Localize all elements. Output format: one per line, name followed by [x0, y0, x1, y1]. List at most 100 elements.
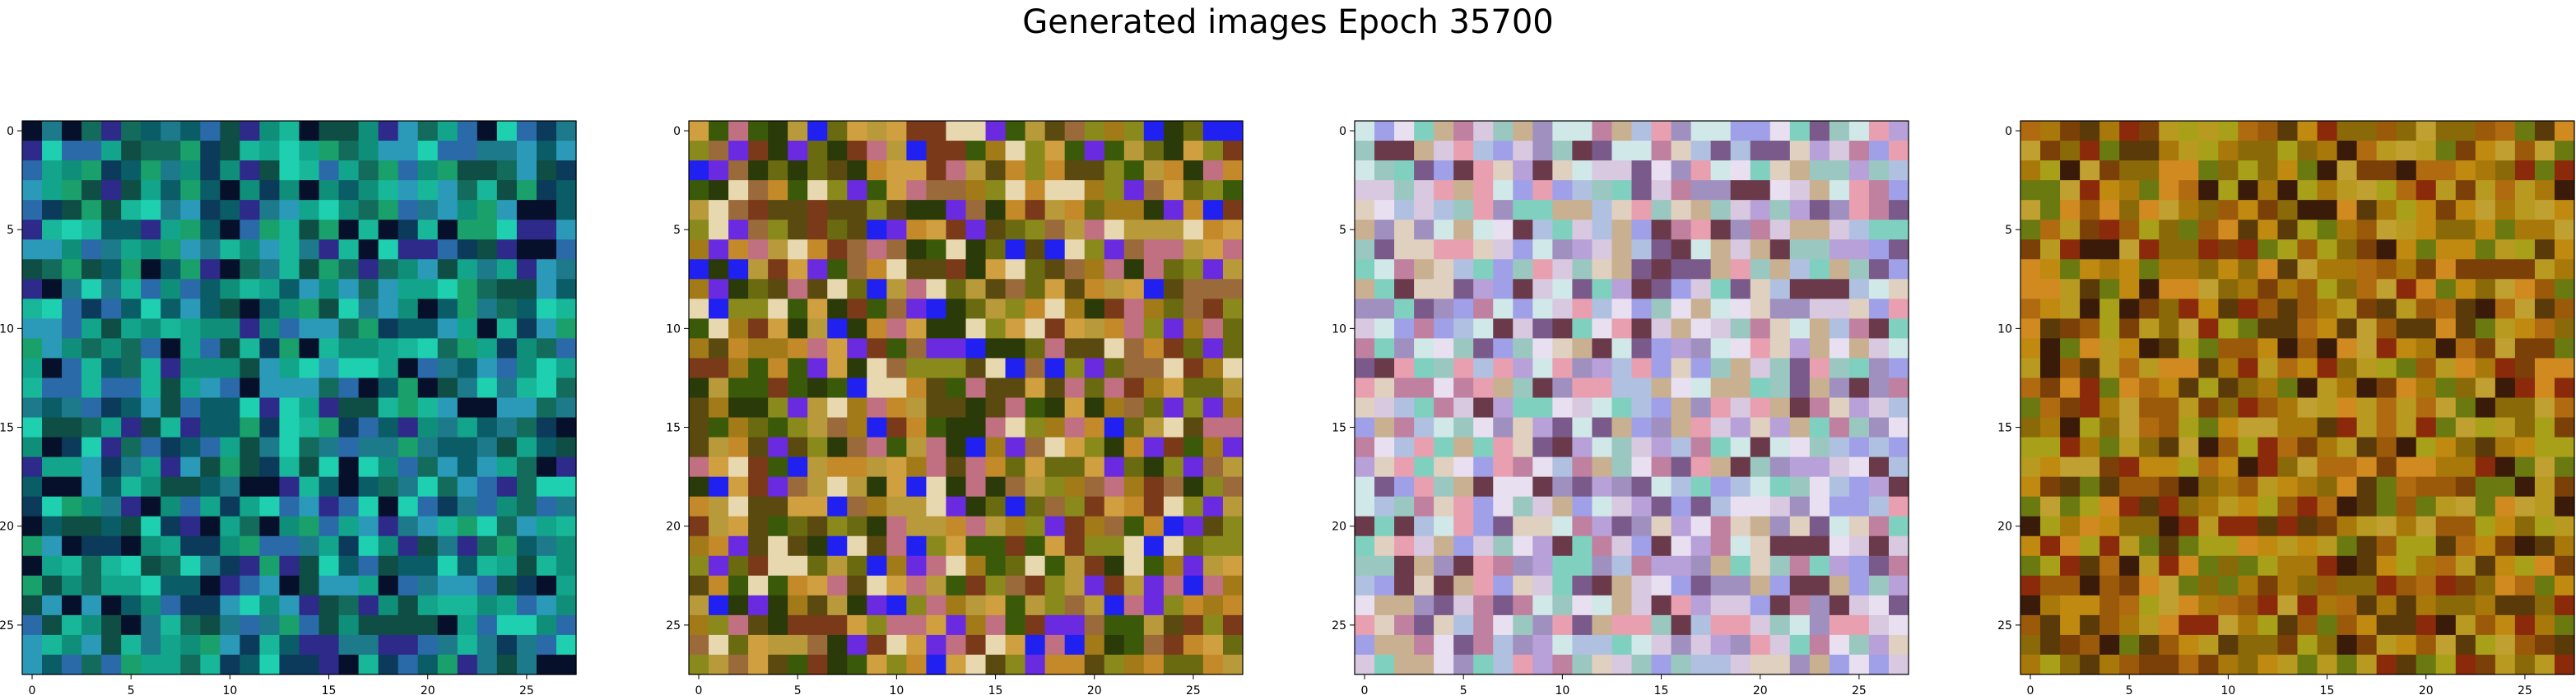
- pixel-cell: [398, 239, 419, 260]
- pixel-cell: [1045, 299, 1066, 319]
- pixel-cell: [101, 477, 122, 498]
- pixel-cell: [81, 595, 102, 616]
- pixel-cell: [1045, 220, 1066, 240]
- pixel-cell: [1611, 418, 1632, 438]
- pixel-cell: [2397, 279, 2417, 299]
- pixel-cell: [2099, 239, 2120, 260]
- pixel-cell: [906, 180, 927, 201]
- pixel-cell: [946, 517, 966, 537]
- pixel-cell: [42, 517, 63, 537]
- pixel-cell: [81, 220, 102, 240]
- pixel-cell: [867, 318, 887, 339]
- pixel-cell: [1374, 595, 1395, 616]
- pixel-cell: [2298, 556, 2318, 577]
- pixel-cell: [1374, 160, 1395, 181]
- pixel-cell: [2218, 220, 2239, 240]
- x-tick-label: 25: [519, 684, 534, 695]
- pixel-cell: [259, 141, 280, 161]
- pixel-cell: [2277, 378, 2298, 398]
- pixel-cell: [2476, 635, 2496, 656]
- pixel-cell: [2218, 615, 2239, 636]
- pixel-cell: [2397, 239, 2417, 260]
- pixel-cell: [886, 180, 907, 201]
- pixel-cell: [2476, 121, 2496, 141]
- pixel-cell: [2040, 536, 2061, 557]
- pixel-cell: [1183, 438, 1204, 458]
- pixel-cell: [1085, 576, 1105, 596]
- pixel-cell: [2515, 141, 2536, 161]
- pixel-cell: [319, 418, 340, 438]
- pixel-cell: [537, 477, 557, 498]
- pixel-cell: [1770, 418, 1791, 438]
- pixel-cell: [81, 338, 102, 359]
- x-tick-label: 15: [1654, 684, 1669, 695]
- pixel-cell: [807, 259, 828, 280]
- pixel-cell: [2377, 121, 2397, 141]
- pixel-cell: [768, 497, 788, 517]
- pixel-cell: [1453, 259, 1474, 280]
- pixel-cell: [339, 299, 360, 319]
- pixel-cell: [1065, 318, 1086, 339]
- pixel-cell: [1473, 318, 1494, 339]
- pixel-cell: [2139, 576, 2160, 596]
- pixel-cell: [458, 358, 478, 378]
- pixel-cell: [1691, 299, 1712, 319]
- pixel-cell: [1632, 318, 1653, 339]
- pixel-cell: [2495, 220, 2516, 240]
- pixel-cell: [2099, 121, 2120, 141]
- pixel-cell: [807, 279, 828, 299]
- pixel-cell: [379, 655, 399, 675]
- pixel-cell: [1355, 318, 1375, 339]
- pixel-cell: [926, 121, 946, 141]
- pixel-cell: [2535, 141, 2555, 161]
- pixel-cell: [1751, 279, 1771, 299]
- pixel-cell: [239, 477, 260, 498]
- pixel-cell: [768, 418, 788, 438]
- pixel-cell: [2436, 160, 2457, 181]
- pixel-cell: [359, 299, 379, 319]
- pixel-cell: [2139, 259, 2160, 280]
- pixel-cell: [1493, 239, 1514, 260]
- pixel-cell: [1473, 418, 1494, 438]
- pixel-cell: [1532, 556, 1553, 577]
- pixel-cell: [1473, 655, 1494, 675]
- pixel-cell: [1592, 279, 1612, 299]
- pixel-cell: [42, 398, 63, 419]
- pixel-cell: [418, 121, 439, 141]
- pixel-cell: [379, 517, 399, 537]
- pixel-cell: [1085, 536, 1105, 557]
- pixel-cell: [2060, 121, 2081, 141]
- pixel-cell: [2476, 279, 2496, 299]
- pixel-cell: [1869, 141, 1890, 161]
- pixel-cell: [259, 259, 280, 280]
- pixel-cell: [101, 338, 122, 359]
- pixel-cell: [2535, 378, 2555, 398]
- pixel-cell: [1652, 220, 1672, 240]
- pixel-cell: [2119, 338, 2140, 359]
- pixel-cell: [359, 477, 379, 498]
- pixel-cell: [2218, 160, 2239, 181]
- pixel-cell: [477, 220, 498, 240]
- pixel-cell: [1025, 358, 1046, 378]
- pixel-cell: [1183, 398, 1204, 419]
- pixel-cell: [2337, 556, 2358, 577]
- pixel-cell: [1124, 398, 1145, 419]
- pixel-cell: [886, 398, 907, 419]
- pixel-cell: [121, 556, 142, 577]
- pixel-cell: [906, 318, 927, 339]
- pixel-cell: [62, 635, 82, 656]
- pixel-cell: [379, 438, 399, 458]
- pixel-cell: [1652, 299, 1672, 319]
- pixel-cell: [1203, 536, 1224, 557]
- pixel-cell: [1164, 299, 1184, 319]
- pixel-cell: [768, 160, 788, 181]
- pixel-cell: [1104, 259, 1125, 280]
- pixel-cell: [1552, 358, 1573, 378]
- pixel-cell: [1830, 338, 1850, 359]
- pixel-cell: [1849, 477, 1870, 498]
- pixel-cell: [807, 635, 828, 656]
- pixel-cell: [279, 497, 300, 517]
- pixel-cell: [1374, 318, 1395, 339]
- pixel-cell: [1869, 536, 1890, 557]
- pixel-cell: [2456, 318, 2476, 339]
